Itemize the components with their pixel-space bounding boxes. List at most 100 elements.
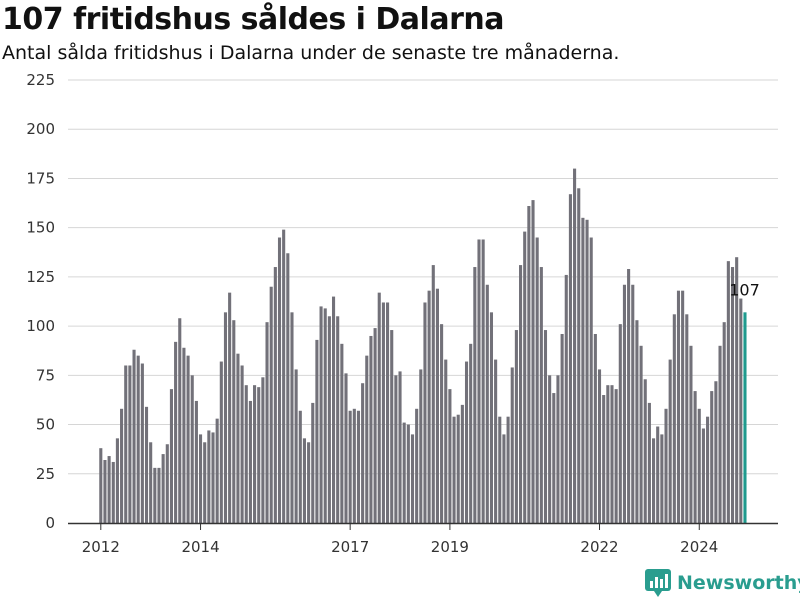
- bar: [248, 400, 252, 523]
- bar: [739, 298, 743, 523]
- bar: [564, 274, 568, 523]
- bar: [597, 369, 602, 523]
- bar: [481, 239, 485, 524]
- bar: [273, 267, 277, 523]
- bar: [265, 322, 269, 523]
- bar: [194, 400, 198, 523]
- bar: [581, 217, 585, 523]
- bar: [410, 434, 415, 523]
- bar: [464, 361, 469, 523]
- bar: [356, 410, 361, 523]
- bar-highlighted: [743, 312, 747, 523]
- bar: [319, 306, 323, 523]
- bar: [635, 320, 639, 523]
- bar: [415, 408, 419, 523]
- bar: [182, 347, 186, 523]
- bar: [232, 320, 236, 523]
- bar: [153, 467, 157, 523]
- bar: [128, 365, 132, 523]
- bar: [394, 375, 398, 523]
- bar: [377, 292, 381, 523]
- bar: [336, 316, 340, 523]
- bar: [298, 410, 302, 523]
- bar: [539, 267, 543, 523]
- x-axis-ticks: 2012 2014 2017 2019 2022 2024: [82, 523, 718, 556]
- bar: [664, 408, 668, 523]
- bar: [660, 434, 664, 523]
- x-tick-label: 2022: [580, 538, 618, 556]
- bar: [701, 428, 705, 523]
- bar: [535, 237, 539, 523]
- bar: [419, 369, 423, 523]
- bar: [132, 349, 136, 523]
- bar: [469, 343, 473, 523]
- y-tick-label: 200: [26, 120, 55, 138]
- bar: [735, 257, 739, 523]
- bar: [215, 418, 219, 523]
- bar: [111, 461, 115, 523]
- bar: [390, 330, 394, 523]
- bar: [697, 408, 701, 523]
- bar: [560, 333, 564, 523]
- bar: [161, 454, 165, 523]
- bar: [406, 424, 410, 523]
- bar: [460, 404, 464, 523]
- bar: [140, 363, 144, 523]
- bar: [622, 284, 627, 523]
- bar: [685, 314, 689, 523]
- bar: [344, 373, 348, 523]
- bar: [435, 288, 439, 523]
- bar: [269, 286, 273, 523]
- bar: [672, 314, 676, 523]
- x-tick-label: 2017: [331, 538, 369, 556]
- bar: [639, 345, 643, 523]
- y-tick-label: 75: [36, 366, 55, 384]
- bar: [307, 442, 311, 523]
- bar: [277, 237, 282, 523]
- bar: [656, 426, 660, 523]
- chart-subtitle: Antal sålda fritidshus i Dalarna under d…: [2, 42, 620, 64]
- bar: [219, 361, 223, 523]
- bar: [456, 414, 460, 523]
- bar: [494, 359, 498, 523]
- bar: [573, 168, 577, 523]
- bar: [340, 343, 344, 523]
- bar: [315, 339, 319, 523]
- bar: [427, 290, 431, 523]
- bar: [211, 432, 215, 523]
- bar: [165, 444, 169, 523]
- bar: [186, 355, 190, 523]
- bar: [643, 379, 647, 523]
- bar: [178, 318, 182, 523]
- chart-logo-icon: [645, 569, 671, 597]
- bar: [253, 385, 257, 523]
- bar: [290, 312, 294, 523]
- latest-value-label: 107: [729, 280, 760, 299]
- bar: [448, 389, 452, 523]
- bar: [652, 438, 656, 523]
- bar: [107, 456, 111, 523]
- bar: [423, 302, 427, 523]
- bar: [257, 387, 261, 523]
- bar: [190, 375, 194, 523]
- bar: [244, 385, 248, 523]
- bar: [681, 290, 685, 523]
- bar: [120, 408, 124, 523]
- bar: [381, 302, 385, 523]
- bar: [323, 308, 327, 523]
- bar: [223, 312, 228, 523]
- bar: [99, 448, 103, 523]
- bar: [706, 416, 710, 523]
- bar: [726, 261, 730, 523]
- bar: [124, 365, 128, 523]
- bar: [348, 410, 352, 523]
- bar: [327, 316, 331, 523]
- bar: [710, 391, 714, 523]
- bar: [722, 322, 726, 523]
- gridlines: [68, 79, 778, 475]
- y-tick-label: 125: [26, 268, 55, 286]
- bar: [103, 460, 107, 523]
- chart-title: 107 fritidshus såldes i Dalarna: [2, 2, 504, 37]
- y-tick-label: 175: [26, 169, 55, 187]
- bar: [676, 290, 681, 523]
